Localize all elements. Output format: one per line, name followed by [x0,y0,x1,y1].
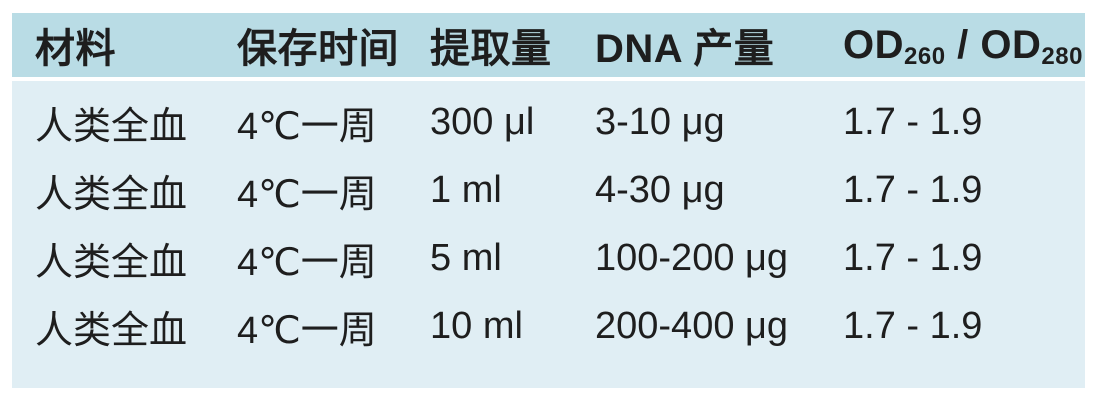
header-cell-od-ratio: OD260 / OD280 [843,22,1085,70]
cell-input-amount: 5 ml [430,236,502,279]
cell-storage-time: 4℃一周 [237,309,377,352]
table-body: 人类全血 4℃一周 300 μl 3-10 μg 1.7 - 1.9 人类全血 … [12,81,1085,388]
header-cell-dna-yield: DNA 产量 [595,27,775,71]
od-separator: / [945,22,981,67]
cell-dna-yield: 4-30 μg [595,168,725,211]
header-body-divider [12,77,1085,81]
cell-material: 人类全血 [35,173,188,216]
cell-od-ratio: 1.7 - 1.9 [843,168,983,211]
table-row: 人类全血 4℃一周 5 ml 100-200 μg 1.7 - 1.9 [12,224,1085,292]
od260-base: OD [843,22,904,67]
table-header-row: 材料 保存时间 提取量 DNA 产量 OD260 / OD280 [12,13,1085,77]
table-row: 人类全血 4℃一周 10 ml 200-400 μg 1.7 - 1.9 [12,292,1085,360]
od280-base: OD [980,22,1042,67]
od280-subscript: 280 [1041,42,1083,70]
table-row: 人类全血 4℃一周 300 μl 3-10 μg 1.7 - 1.9 [12,88,1085,156]
table-row: 人类全血 4℃一周 1 ml 4-30 μg 1.7 - 1.9 [12,156,1085,224]
cell-dna-yield: 100-200 μg [595,236,789,279]
cell-od-ratio: 1.7 - 1.9 [843,100,983,143]
data-table: 材料 保存时间 提取量 DNA 产量 OD260 / OD280 人类全血 4℃… [12,13,1085,388]
cell-od-ratio: 1.7 - 1.9 [843,304,983,347]
cell-material: 人类全血 [35,241,188,284]
od260-subscript: 260 [904,42,946,70]
cell-input-amount: 10 ml [430,304,523,347]
cell-dna-yield: 200-400 μg [595,304,789,347]
cell-od-ratio: 1.7 - 1.9 [843,236,983,279]
cell-material: 人类全血 [35,105,188,148]
header-cell-storage-time: 保存时间 [237,27,399,71]
cell-storage-time: 4℃一周 [237,105,377,148]
cell-input-amount: 300 μl [430,100,535,143]
cell-storage-time: 4℃一周 [237,241,377,284]
cell-input-amount: 1 ml [430,168,502,211]
header-cell-input-amount: 提取量 [430,27,552,71]
cell-dna-yield: 3-10 μg [595,100,725,143]
cell-material: 人类全血 [35,309,188,352]
header-cell-material: 材料 [35,27,116,71]
cell-storage-time: 4℃一周 [237,173,377,216]
